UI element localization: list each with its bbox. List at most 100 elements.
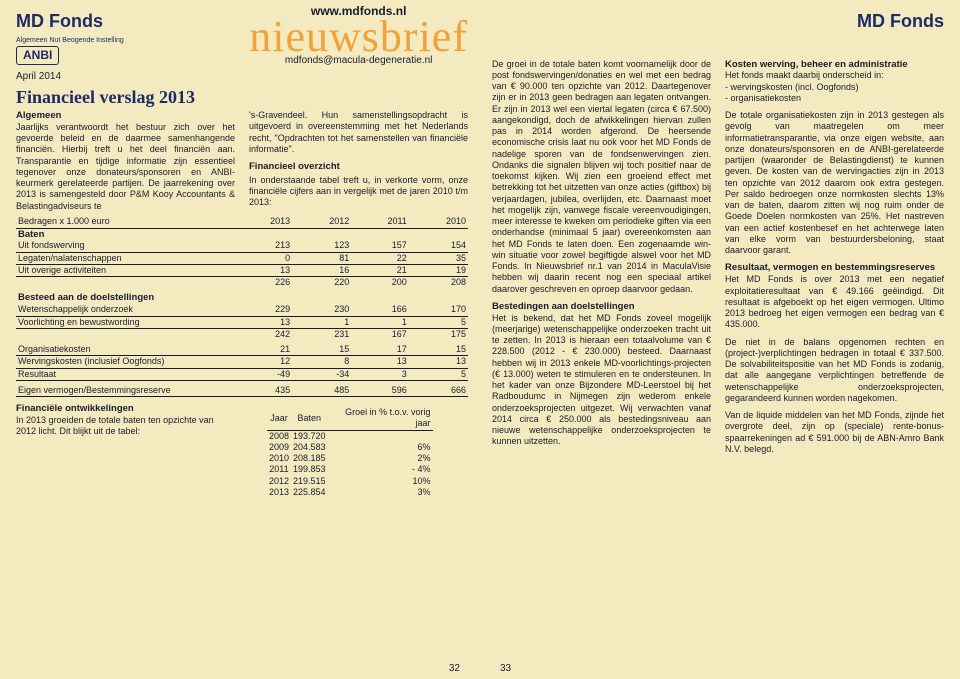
- table-cell: 13: [351, 356, 409, 368]
- table-cell: 231: [292, 328, 351, 340]
- tbl-h0: Bedragen x 1.000 euro: [16, 216, 233, 228]
- table-cell: 229: [233, 304, 292, 316]
- table-cell: 230: [292, 304, 351, 316]
- table-cell: 2010: [267, 453, 291, 464]
- table-cell: 13: [409, 356, 468, 368]
- table-cell: Legaten/nalatenschappen: [16, 252, 233, 264]
- table-cell: 193.720: [291, 430, 328, 442]
- table-cell: 213: [233, 240, 292, 252]
- table-cell: 2009: [267, 442, 291, 453]
- table-cell: 157: [351, 240, 409, 252]
- table-cell: 2011: [267, 464, 291, 475]
- table-cell: 200: [351, 277, 409, 289]
- table-cell: 170: [409, 304, 468, 316]
- article-title: Financieel verslag 2013: [16, 86, 468, 109]
- brand-logo-left: MD Fonds: [16, 10, 124, 33]
- table-cell: Uit overige activiteiten: [16, 264, 233, 276]
- header-right: MD Fonds: [492, 10, 944, 33]
- page-spread: MD Fonds Algemeen Nut Beogende Instellin…: [0, 0, 960, 679]
- brand-logo-right: MD Fonds: [857, 10, 944, 33]
- subhead-fin-overzicht: Financieel overzicht: [249, 161, 340, 172]
- subhead-algemeen: Algemeen: [16, 110, 61, 121]
- subhead-fin-ontw: Financiële ontwikkelingen: [16, 403, 134, 414]
- table-cell: 3%: [328, 487, 433, 498]
- table-cell: 5: [409, 316, 468, 328]
- table-cell: 17: [351, 340, 409, 356]
- table-cell: 485: [292, 380, 351, 396]
- table-cell: 15: [409, 340, 468, 356]
- tbl-h1: 2013: [233, 216, 292, 228]
- para-algemeen: Jaarlijks verantwoordt het bestuur zich …: [16, 122, 235, 212]
- table-cell: 175: [409, 328, 468, 340]
- table-cell: 204.583: [291, 442, 328, 453]
- masthead-title: nieuwsbrief: [249, 17, 468, 57]
- table-cell: 2008: [267, 430, 291, 442]
- table-cell: 208: [409, 277, 468, 289]
- page-right: MD Fonds De groei in de totale baten kom…: [480, 0, 960, 679]
- table-cell: 123: [292, 240, 351, 252]
- intro-columns: Algemeen Jaarlijks verantwoordt het best…: [16, 110, 468, 212]
- table-cell: 435: [233, 380, 292, 396]
- table-cell: [16, 328, 233, 340]
- table-cell: 242: [233, 328, 292, 340]
- table-cell: 666: [409, 380, 468, 396]
- table-cell: 5: [409, 368, 468, 380]
- para-fin-ontw: In 2013 groeiden de totale baten ten opz…: [16, 415, 217, 438]
- table-cell: 225.854: [291, 487, 328, 498]
- tbl-h2: 2012: [292, 216, 351, 228]
- table-cell: 13: [233, 264, 292, 276]
- table-cell: Resultaat: [16, 368, 233, 380]
- table-cell: 226: [233, 277, 292, 289]
- table-cell: 12: [233, 356, 292, 368]
- table-cell: Uit fondswerving: [16, 240, 233, 252]
- table-cell: [16, 277, 233, 289]
- right-body-columns: De groei in de totale baten komt voornam…: [492, 59, 944, 669]
- table-cell: 154: [409, 240, 468, 252]
- header-left: MD Fonds Algemeen Nut Beogende Instellin…: [16, 10, 468, 67]
- table-cell: Eigen vermogen/Bestemmingsreserve: [16, 380, 233, 396]
- financial-table: Bedragen x 1.000 euro 2013 2012 2011 201…: [16, 216, 468, 397]
- anbi-caption: Algemeen Nut Beogende Instelling: [16, 37, 124, 44]
- page-left: MD Fonds Algemeen Nut Beogende Instellin…: [0, 0, 480, 679]
- table-cell: 22: [351, 252, 409, 264]
- table-cell: 13: [233, 316, 292, 328]
- gt-h0: Jaar: [267, 407, 291, 430]
- tbl-h3: 2011: [351, 216, 409, 228]
- table-cell: 10%: [328, 476, 433, 487]
- table-cell: 2012: [267, 476, 291, 487]
- table-cell: 8: [292, 356, 351, 368]
- table-cell: 2013: [267, 487, 291, 498]
- table-cell: 21: [351, 264, 409, 276]
- growth-table: Jaar Baten Groei in % t.o.v. vorig jaar …: [267, 407, 433, 498]
- right-p7: Van de liquide middelen van het MD Fonds…: [725, 410, 944, 455]
- table-cell: 16: [292, 264, 351, 276]
- tbl-h4: 2010: [409, 216, 468, 228]
- table-cell: 1: [351, 316, 409, 328]
- right-h5: Resultaat, vermogen en bestemmingsreserv…: [725, 262, 935, 273]
- right-p2: Het is bekend, dat het MD Fonds zoveel m…: [492, 313, 711, 447]
- table-cell: 2%: [328, 453, 433, 464]
- table-cell: Wervingskosten (inclusief Oogfonds): [16, 356, 233, 368]
- table-cell: 81: [292, 252, 351, 264]
- table-cell: Wetenschappelijk onderzoek: [16, 304, 233, 316]
- table-cell: 35: [409, 252, 468, 264]
- table-cell: 15: [292, 340, 351, 356]
- para-fin-overzicht: In onderstaande tabel treft u, in verkor…: [249, 175, 468, 209]
- right-p1: De groei in de totale baten komt voornam…: [492, 59, 711, 295]
- table-cell: [328, 430, 433, 442]
- table-cell: - 4%: [328, 464, 433, 475]
- baten-label: Baten: [16, 228, 233, 240]
- table-cell: 220: [292, 277, 351, 289]
- table-cell: 21: [233, 340, 292, 356]
- table-cell: 6%: [328, 442, 433, 453]
- issue-date: April 2014: [16, 71, 468, 84]
- table-cell: 596: [351, 380, 409, 396]
- table-cell: Organisatiekosten: [16, 340, 233, 356]
- right-p3a: Het fonds maakt daarbij onderscheid in:: [725, 70, 884, 80]
- table-cell: 1: [292, 316, 351, 328]
- anbi-box: Algemeen Nut Beogende Instelling ANBI: [16, 37, 124, 65]
- table-cell: 199.853: [291, 464, 328, 475]
- table-cell: 219.515: [291, 476, 328, 487]
- gt-h1: Baten: [291, 407, 328, 430]
- page-number-left: 32: [449, 663, 460, 676]
